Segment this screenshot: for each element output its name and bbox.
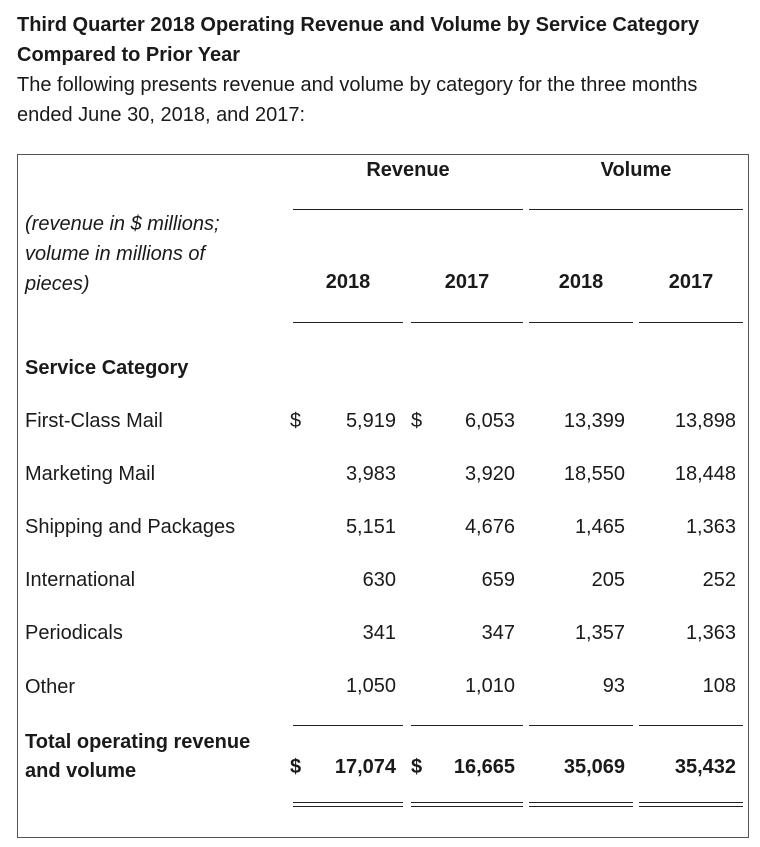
total-rule-vol-2018 — [529, 725, 633, 726]
cell-vol-2018: 13,399 — [563, 410, 625, 432]
revenue-header-rule — [293, 209, 523, 210]
cell-rev-2018: 341 — [362, 622, 396, 644]
cell-vol-2017: 108 — [702, 675, 736, 697]
cell-vol-2017: 1,363 — [685, 516, 736, 538]
volume-header-rule — [529, 209, 743, 210]
cell-rev-2018: 3,983 — [345, 463, 396, 485]
cell-vol-2018: 93 — [602, 675, 625, 697]
cell-rev-2018: 630 — [362, 569, 396, 591]
cell-vol-2017: 1,363 — [685, 622, 736, 644]
year-rule-vol-2018 — [529, 322, 633, 323]
year-header-rev-2017: 2017 — [444, 271, 490, 293]
row-label-international: International — [25, 569, 136, 591]
total-rev-2017: 16,665 — [453, 756, 515, 778]
currency-symbol: $ — [290, 756, 302, 778]
cell-rev-2017: 6,053 — [464, 410, 515, 432]
cell-vol-2018: 1,465 — [574, 516, 625, 538]
total-label-line2: and volume — [25, 760, 137, 782]
intro-text: The following presents revenue and volum… — [17, 74, 698, 126]
double-rule-rev-2017 — [411, 802, 523, 807]
cell-rev-2018: 5,151 — [345, 516, 396, 538]
section-label: Service Category — [25, 357, 189, 379]
cell-rev-2017: 1,010 — [464, 675, 515, 697]
cell-rev-2018: 5,919 — [345, 410, 396, 432]
cell-vol-2017: 252 — [702, 569, 736, 591]
cell-vol-2018: 18,550 — [563, 463, 625, 485]
units-note-line1: (revenue in $ millions; — [25, 213, 220, 235]
cell-vol-2018: 1,357 — [574, 622, 625, 644]
row-label-shipping-and-packages: Shipping and Packages — [25, 516, 236, 538]
total-vol-2018: 35,069 — [563, 756, 625, 778]
revenue-header: Revenue — [366, 159, 450, 181]
cell-vol-2018: 205 — [591, 569, 625, 591]
currency-symbol: $ — [411, 410, 423, 432]
year-rule-rev-2017 — [411, 322, 523, 323]
double-rule-vol-2018 — [529, 802, 633, 807]
cell-vol-2017: 18,448 — [674, 463, 736, 485]
cell-rev-2017: 347 — [481, 622, 515, 644]
total-rev-2018: 17,074 — [334, 756, 396, 778]
cell-rev-2017: 4,676 — [464, 516, 515, 538]
row-label-periodicals: Periodicals — [25, 622, 123, 644]
total-rule-rev-2017 — [411, 725, 523, 726]
double-rule-vol-2017 — [639, 802, 743, 807]
cell-rev-2017: 659 — [481, 569, 515, 591]
year-rule-rev-2018 — [293, 322, 403, 323]
total-rule-rev-2018 — [293, 725, 403, 726]
total-vol-2017: 35,432 — [674, 756, 736, 778]
year-header-rev-2018: 2018 — [325, 271, 371, 293]
year-header-vol-2017: 2017 — [668, 271, 714, 293]
row-label-other: Other — [25, 676, 76, 698]
double-rule-rev-2018 — [293, 802, 403, 807]
currency-symbol: $ — [411, 756, 423, 778]
page-title: Third Quarter 2018 Operating Revenue and… — [17, 14, 700, 66]
row-label-first-class-mail: First-Class Mail — [25, 410, 163, 432]
units-note-line2: volume in millions of — [25, 243, 206, 265]
cell-vol-2017: 13,898 — [674, 410, 736, 432]
revenue-volume-table: Revenue Volume (revenue in $ millions; v… — [17, 154, 749, 838]
year-rule-vol-2017 — [639, 322, 743, 323]
total-rule-vol-2017 — [639, 725, 743, 726]
cell-rev-2018: 1,050 — [345, 675, 396, 697]
units-note-line3: pieces) — [25, 273, 90, 295]
volume-header: Volume — [600, 159, 672, 181]
year-header-vol-2018: 2018 — [558, 271, 604, 293]
row-label-marketing-mail: Marketing Mail — [25, 463, 156, 485]
currency-symbol: $ — [290, 410, 302, 432]
total-label-line1: Total operating revenue — [25, 731, 251, 753]
cell-rev-2017: 3,920 — [464, 463, 515, 485]
